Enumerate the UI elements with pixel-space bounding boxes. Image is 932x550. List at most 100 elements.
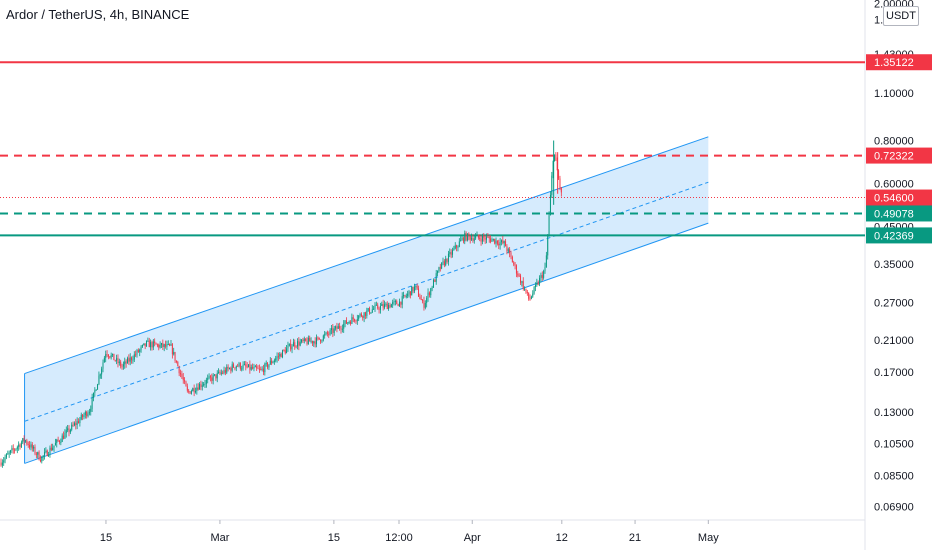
candle-body [215,374,217,379]
candle-body [525,288,527,292]
candle-body [515,265,517,274]
candle-body [351,317,353,324]
channel-lower-line[interactable] [24,222,709,464]
plot-area [0,0,866,550]
candle-body [506,246,508,251]
candle-body [559,178,561,188]
candle-body [218,371,220,373]
candle-body [60,441,62,443]
candle-body [320,339,322,342]
candle-body [154,341,156,343]
candle-body [197,387,199,390]
candle-body [510,252,512,257]
candle-body [420,299,422,301]
candle-body [296,341,298,347]
candle-body [377,304,379,309]
candle-body [524,288,526,290]
candle-body [555,154,557,161]
candle-body [305,338,307,341]
candle-body [311,340,313,344]
candle-body [286,348,288,354]
currency-button[interactable]: USDT [883,6,919,26]
candle-body [135,354,137,356]
candle-body [367,308,369,311]
candle-body [38,452,40,460]
candle-body [235,365,237,369]
candle-body [231,364,233,371]
candle-body [189,391,191,394]
candle-body [158,344,160,348]
candle-body [539,278,541,285]
candle-body [233,364,235,368]
candle-body [526,291,528,293]
candle-body [268,364,270,368]
candle-body [400,301,402,305]
candle-body [332,328,334,333]
candle-body [160,343,162,345]
candle-body [39,459,41,462]
candle-body [61,435,63,442]
candle-body [316,337,318,345]
candle-body [307,337,309,345]
candle-body [131,357,133,361]
candle-body [503,241,505,244]
candle-body [518,275,520,277]
price-tick-label: 0.13000 [874,407,914,419]
candle-body [446,258,448,262]
candle-body [454,245,456,249]
candle-body [360,313,362,317]
candle-body [56,439,58,444]
parallel-channel[interactable] [24,136,709,464]
candle-body [352,317,354,320]
candle-body [35,453,37,455]
candle-body [303,338,305,341]
candle-body [533,286,535,294]
candle-body [254,366,256,368]
candle-body [159,344,161,348]
candle-body [537,282,539,285]
candle-body [146,341,148,346]
candle-body [299,341,301,346]
candle-body [57,439,59,441]
candle-body [481,236,483,242]
price-axis[interactable]: 2.000001.800001.430001.100000.800000.600… [874,0,914,513]
candle-body [398,301,400,307]
candle-body [211,377,213,381]
candle-body [487,236,489,238]
candle-body [500,240,502,243]
candle-body [150,342,152,348]
candle-body [294,342,296,347]
candle-body [126,358,128,364]
candle-body [63,435,65,439]
candle-body [350,321,352,324]
candle-body [330,328,332,330]
candle-body [49,447,51,455]
candle-body [224,370,226,373]
candle-body [462,237,464,242]
candle-body [84,412,86,416]
candle-body [7,453,9,455]
candle-body [521,281,523,283]
candle-body [393,301,395,303]
candle-body [219,371,221,374]
candle-body [545,255,547,268]
channel-middle-line[interactable] [24,181,709,422]
candle-body [476,234,478,237]
candle-body [216,372,218,379]
candle-body [314,341,316,345]
candle-body [390,304,392,308]
candle-body [428,292,430,296]
candle-body [384,304,386,308]
candle-body [309,337,311,342]
time-axis[interactable]: 15 Mar 15 12:00 Apr 12 21 May [100,520,719,544]
candle-body [248,364,250,368]
candle-body [340,328,342,330]
candle-body [73,423,75,426]
candle-body [106,354,108,356]
candle-body [548,215,550,236]
candle-body [101,368,103,375]
horizontal-levels[interactable] [0,61,865,237]
channel-upper-line[interactable] [24,136,709,375]
